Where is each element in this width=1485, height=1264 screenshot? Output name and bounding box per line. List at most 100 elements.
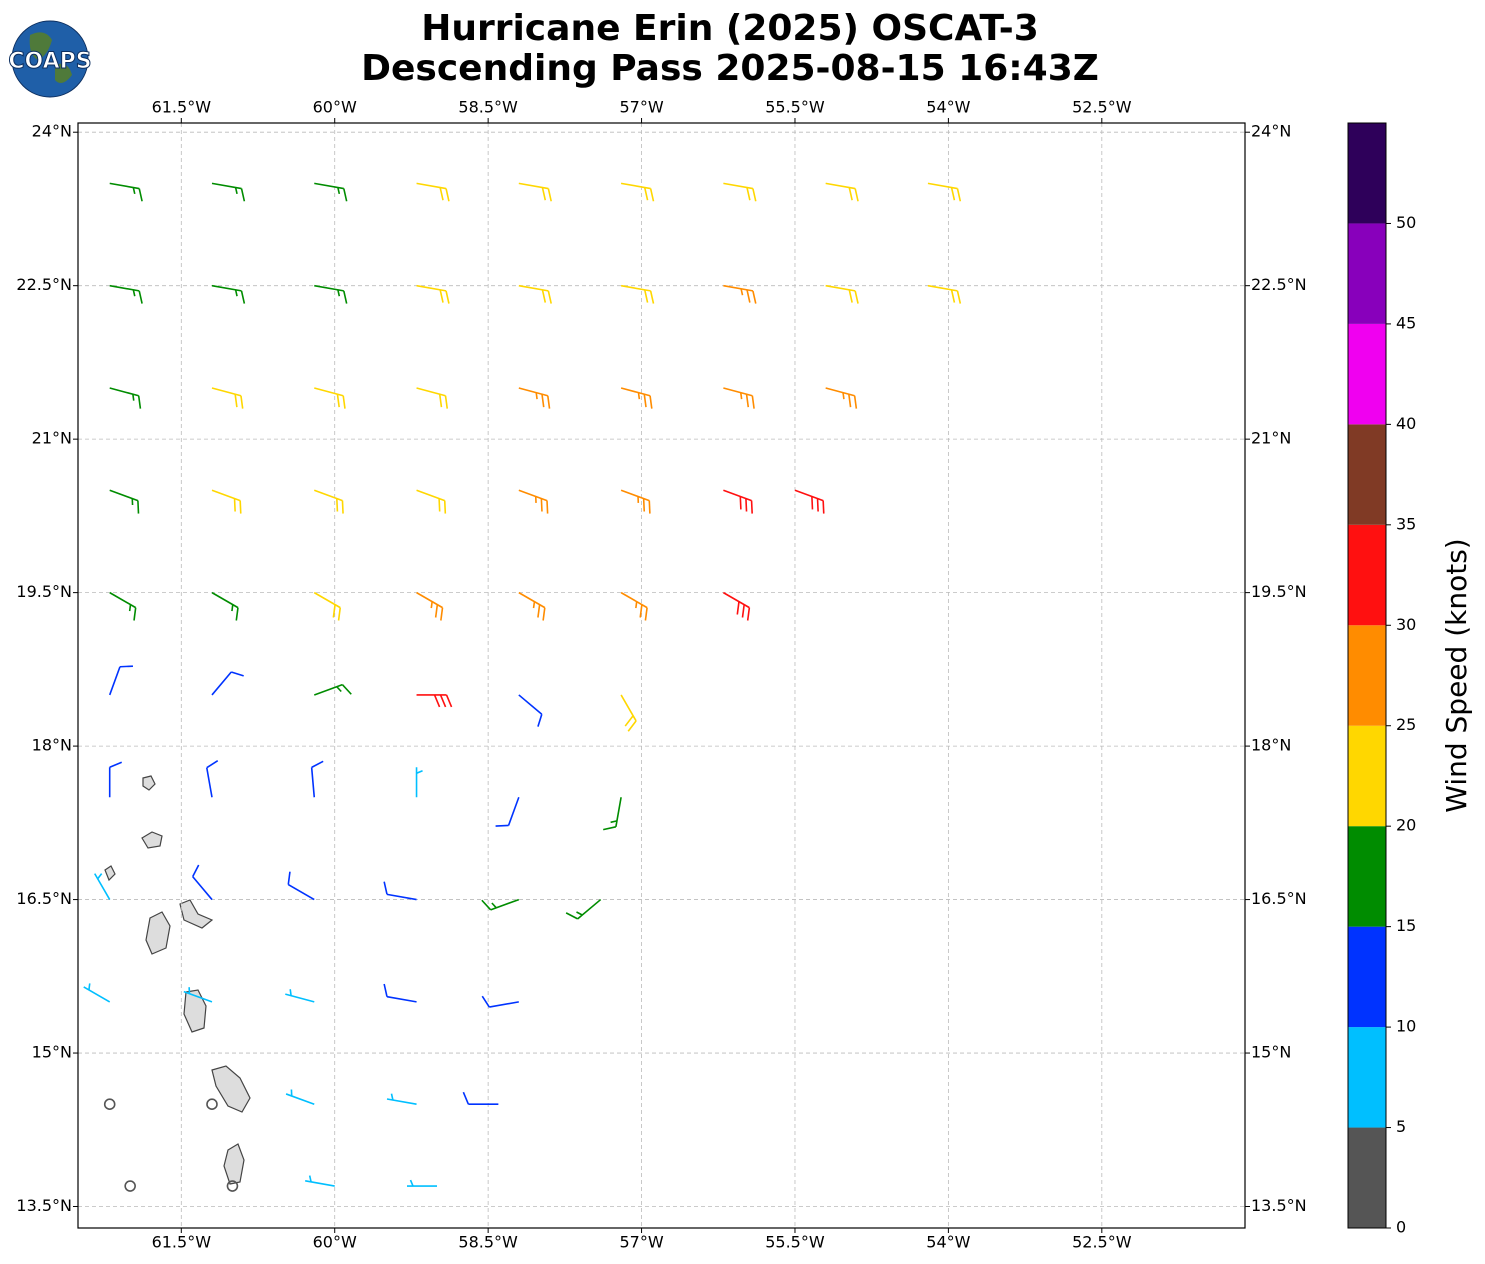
barb-flag [848, 187, 853, 201]
wind-barb [124, 1180, 136, 1192]
barb-staff [109, 284, 140, 292]
barb-flag [239, 500, 242, 514]
barb-flag [495, 824, 509, 827]
wind-barb [927, 284, 962, 304]
barb-staff [109, 489, 139, 502]
barb-half-flag [532, 601, 536, 609]
barb-flag [332, 604, 336, 618]
wind-barb [825, 387, 858, 409]
calm-circle [206, 1098, 218, 1110]
barb-staff [287, 883, 315, 901]
barb-flag [433, 694, 441, 708]
barb-flag [644, 607, 648, 621]
y-tick-label: 21°N [32, 429, 72, 448]
barb-staff [927, 284, 958, 292]
barb-flag [541, 289, 547, 303]
barb-staff [518, 387, 549, 397]
wind-barb [620, 489, 651, 514]
barb-flag [462, 1091, 470, 1105]
barb-staff [314, 182, 344, 190]
barb-half-flag [289, 989, 292, 996]
wind-barb [109, 182, 143, 202]
y-tick-label: 18°N [1251, 736, 1291, 755]
barb-flag [854, 290, 859, 304]
barb-flag [649, 395, 653, 409]
barb-staff [313, 591, 341, 609]
colorbar-tick-label: 20 [1396, 816, 1416, 835]
barb-staff [314, 284, 344, 292]
wind-barb [416, 489, 447, 514]
barb-staff [722, 591, 750, 609]
barb-flag [133, 607, 137, 621]
barb-flag [138, 188, 143, 202]
barb-staff [310, 767, 316, 798]
colorbar-tick-label: 40 [1396, 414, 1416, 433]
wind-barb [416, 387, 449, 409]
barb-half-flag [336, 686, 342, 693]
colorbar-tick-label: 35 [1396, 514, 1416, 533]
barb-staff [620, 182, 651, 190]
barb-staff [577, 898, 602, 920]
wind-barb [109, 387, 142, 409]
barb-flag [649, 290, 655, 304]
barb-staff [313, 489, 343, 502]
colorbar-segment [1348, 826, 1386, 927]
barb-staff [489, 1001, 519, 1008]
barb-staff [83, 986, 111, 1003]
barb-half-flag [132, 289, 136, 297]
barb-half-flag [739, 392, 743, 400]
barb-flag [745, 498, 748, 512]
x-tick-label: 60°W [313, 98, 357, 117]
barb-flag [537, 604, 541, 618]
barb-flag [541, 394, 545, 408]
barb-staff [211, 284, 242, 292]
barb-flag [383, 983, 388, 997]
barb-flag [746, 289, 751, 303]
wind-barb [83, 983, 111, 1003]
x-tick-label: 58.5°W [458, 98, 518, 117]
x-tick-label: 61.5°W [152, 98, 212, 117]
barb-flag [565, 912, 579, 920]
barb-flag [439, 289, 444, 303]
barb-flag [752, 188, 757, 202]
wind-barb [723, 182, 757, 202]
wind-barb [285, 1089, 315, 1105]
barb-half-flag [234, 187, 238, 195]
colorbar-tick-label: 30 [1396, 615, 1416, 634]
barb-half-flag [337, 289, 341, 297]
barb-staff [314, 387, 344, 397]
wind-barb [206, 1098, 218, 1110]
wind-barb [723, 387, 755, 409]
barb-flag [343, 188, 348, 202]
colorbar-tick-label: 10 [1396, 1017, 1416, 1036]
wind-barb [191, 864, 213, 901]
x-tick-label: 57°W [619, 98, 663, 117]
colorbar-segment [1348, 725, 1386, 827]
wind-barb [211, 489, 242, 514]
barb-half-flag [491, 902, 497, 909]
barb-half-flag [842, 392, 845, 400]
colorbar-label: Wind Speed (knots) [1440, 538, 1473, 812]
barb-flag [811, 496, 814, 510]
y-tick-label: 13.5°N [16, 1196, 72, 1215]
colorbar-tick-label: 25 [1396, 715, 1416, 734]
wind-barb [722, 591, 751, 621]
y-tick-label: 19.5°N [1251, 582, 1307, 601]
wind-barb [825, 182, 859, 202]
barb-flag [235, 607, 239, 621]
wind-barb [94, 873, 111, 900]
barb-staff [825, 387, 855, 397]
barb-flag [848, 394, 852, 408]
wind-barb [416, 591, 444, 621]
wind-barb [603, 797, 622, 831]
colorbar-frame [1347, 122, 1387, 1229]
colorbar-segment [1348, 1127, 1386, 1228]
calm-circle [103, 1098, 116, 1110]
logo: COAPS [8, 20, 92, 98]
barb-half-flag [88, 983, 91, 990]
chart-subtitle: Descending Pass 2025-08-15 16:43Z [361, 48, 1099, 89]
barb-staff [285, 993, 315, 1003]
barb-staff [211, 591, 239, 609]
wind-barb [211, 591, 239, 621]
wind-barb [416, 694, 453, 708]
